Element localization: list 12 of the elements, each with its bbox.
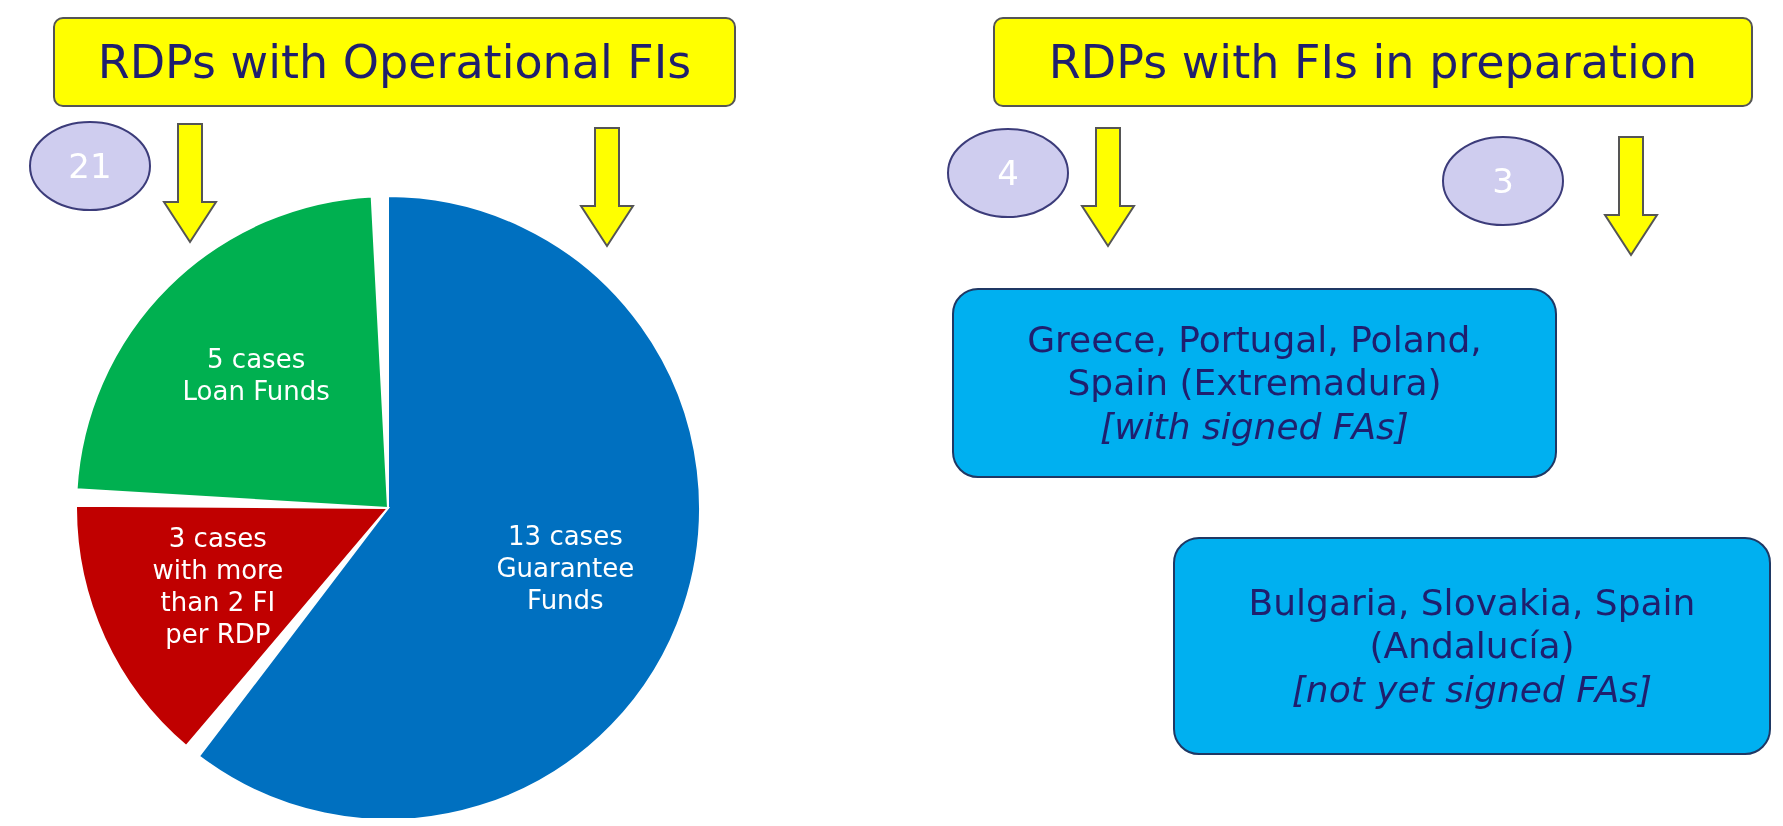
data-label: 5 cases [207, 344, 306, 375]
slice-label: Loan Funds [182, 376, 330, 407]
text: RDPs with FIs in preparation [993, 17, 1753, 107]
text: [not yet signed FAs] [1291, 667, 1653, 711]
data-label: 3 cases [168, 523, 267, 554]
slice-label: with more than 2 FI per RDP [152, 555, 284, 650]
text: [with signed FAs] [1100, 404, 1409, 448]
chart-title: RDPs with Operational FIs [53, 17, 736, 107]
text: Bulgaria, Slovakia, Spain (Andalucía) [1247, 581, 1697, 668]
text: Greece, Portugal, Poland, Spain (Extremadura) [1026, 318, 1483, 405]
slice-label: Guarantee Funds [496, 552, 635, 615]
data-label: 13 cases [508, 520, 623, 551]
